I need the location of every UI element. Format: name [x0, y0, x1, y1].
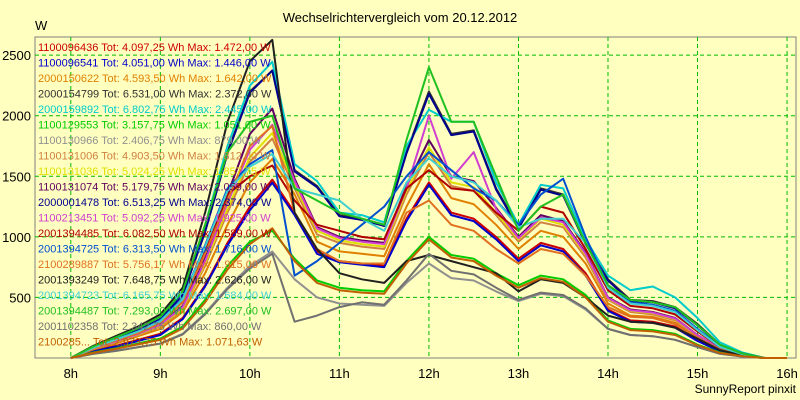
y-tick-label: 1000 — [2, 230, 31, 245]
y-axis-ticks: 500 1000 1500 2000 2500 — [2, 48, 31, 305]
y-axis-label: W — [35, 18, 48, 33]
legend-entry: 1100131006 Tot: 4.903,50 Wh Max: 1.812,0… — [38, 151, 271, 163]
legend: 1100096436 Tot: 4.097,25 Wh Max: 1.472,0… — [38, 42, 272, 349]
legend-entry: 1100213451 Tot: 5.092,25 Wh Max: 1.925,0… — [38, 213, 271, 225]
legend-entry: 2001394725 Tot: 6.313,50 Wh Max: 1.716,0… — [38, 244, 272, 256]
series-line — [70, 227, 787, 359]
x-tick-label: 16h — [776, 366, 798, 381]
legend-entry: 2001394485 Tot: 6.082,50 Wh Max: 1.589,0… — [38, 228, 272, 240]
x-tick-label: 11h — [329, 366, 350, 381]
x-tick-label: 14h — [597, 366, 619, 381]
legend-entry: 2000159892 Tot: 6.802,75 Wh Max: 2.445,0… — [38, 104, 272, 116]
chart-title: Wechselrichtervergleich vom 20.12.2012 — [283, 10, 518, 25]
legend-entry: 2000150622 Tot: 4.593,50 Wh Max: 1.642,0… — [38, 73, 272, 85]
series-line — [70, 125, 787, 359]
series-line — [70, 229, 787, 359]
legend-entry: 2100285... Tot: 2.973,75 Wh Max: 1.071,6… — [38, 337, 263, 349]
x-tick-label: 10h — [239, 366, 261, 381]
y-tick-label: 1500 — [2, 169, 31, 184]
series-line — [70, 153, 787, 359]
footer-credit: SunnyReport pinxit — [695, 382, 797, 396]
series-line — [70, 158, 787, 359]
y-tick-label: 500 — [9, 290, 31, 305]
x-tick-label: 13h — [508, 366, 530, 381]
legend-entry: 1100131036 Tot: 5.024,25 Wh Max: 1.857,7… — [38, 166, 271, 178]
series-line — [70, 66, 787, 359]
legend-entry: 1100129553 Tot: 3.157,75 Wh Max: 1.051,0… — [38, 120, 271, 132]
legend-entry: 1100130966 Tot: 2.406,75 Wh Max: 879,00 … — [38, 135, 262, 147]
x-tick-label: 15h — [687, 366, 709, 381]
y-tick-label: 2000 — [2, 109, 31, 124]
legend-entry: 2000001478 Tot: 6.513,25 Wh Max: 2.374,0… — [38, 197, 272, 209]
legend-entry: 2100289887 Tot: 5.756,17 Wh Max: 1.915,0… — [38, 259, 272, 271]
legend-entry: 2001102358 Tot: 2.342,75 Wh Max: 860,00 … — [38, 321, 262, 333]
x-tick-label: 8h — [64, 366, 78, 381]
x-axis-ticks: 8h 9h 10h 11h 12h 13h 14h 15h 16h — [64, 366, 798, 381]
y-tick-label: 2500 — [2, 48, 31, 63]
x-tick-label: 12h — [418, 366, 440, 381]
legend-entry: 2001394487 Tot: 7.293,00 Wh Max: 2.697,0… — [38, 306, 272, 318]
x-tick-label: 9h — [153, 366, 167, 381]
legend-entry: 1100131074 Tot: 5.179,75 Wh Max: 2.059,0… — [38, 182, 271, 194]
legend-entry: 2001393249 Tot: 7.648,75 Wh Max: 2.626,0… — [38, 275, 272, 287]
series-lines — [70, 38, 787, 359]
series-line — [70, 114, 787, 359]
legend-entry: 1100096541 Tot: 4.051,00 Wh Max: 1.446,0… — [38, 58, 271, 70]
legend-entry: 2000154799 Tot: 6.531,00 Wh Max: 2.372,0… — [38, 89, 272, 101]
series-line — [70, 252, 787, 359]
legend-entry: 2001394723 Tot: 6.165,75 Wh Max: 1.684,0… — [38, 290, 272, 302]
legend-entry: 1100096436 Tot: 4.097,25 Wh Max: 1.472,0… — [38, 42, 271, 54]
